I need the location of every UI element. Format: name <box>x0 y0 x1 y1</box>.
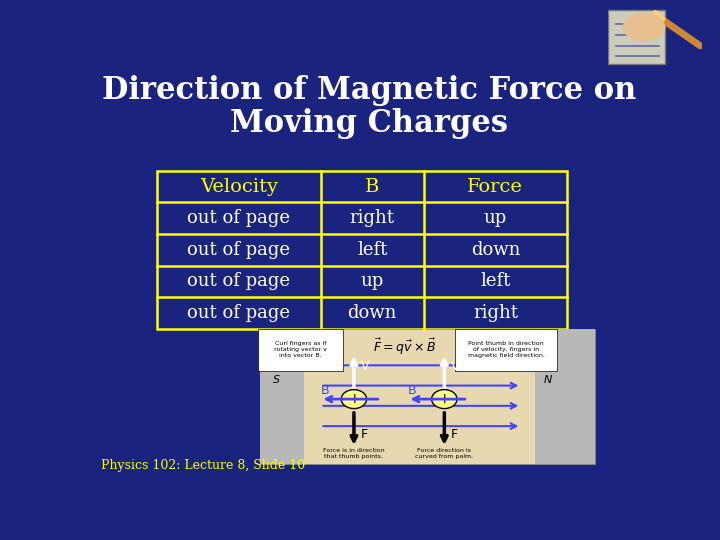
Text: down: down <box>348 304 397 322</box>
Text: right: right <box>350 209 395 227</box>
Circle shape <box>431 390 457 409</box>
Text: Force: Force <box>467 178 523 195</box>
Text: +: + <box>438 392 450 406</box>
Text: Velocity: Velocity <box>200 178 278 195</box>
Text: Point thumb in direction
of velocity, fingers in
magnetic field direction.: Point thumb in direction of velocity, fi… <box>468 341 545 358</box>
Text: B: B <box>321 384 330 397</box>
Bar <box>157 171 567 329</box>
Text: left: left <box>357 241 387 259</box>
Circle shape <box>624 14 665 41</box>
Text: out of page: out of page <box>187 273 290 291</box>
Text: S: S <box>274 375 281 385</box>
Text: Physics 102: Lecture 8, Slide 10: Physics 102: Lecture 8, Slide 10 <box>101 460 305 472</box>
Text: +: + <box>348 392 360 406</box>
Text: F: F <box>451 428 458 441</box>
Text: out of page: out of page <box>187 241 290 259</box>
Text: down: down <box>471 241 520 259</box>
Bar <box>260 329 595 464</box>
Text: V: V <box>361 360 369 373</box>
Text: B: B <box>408 384 417 397</box>
Text: right: right <box>473 304 518 322</box>
Text: left: left <box>480 273 510 291</box>
Text: V: V <box>451 360 459 373</box>
Circle shape <box>341 390 366 409</box>
Polygon shape <box>535 329 595 464</box>
Text: Direction of Magnetic Force on: Direction of Magnetic Force on <box>102 75 636 106</box>
Text: $\vec{F} = q\vec{v} \times \vec{B}$: $\vec{F} = q\vec{v} \times \vec{B}$ <box>373 336 436 356</box>
Text: F: F <box>361 428 368 441</box>
Text: Force direction is
curved from palm.: Force direction is curved from palm. <box>415 448 473 458</box>
Text: B: B <box>365 178 379 195</box>
FancyBboxPatch shape <box>258 329 343 371</box>
Text: out of page: out of page <box>187 304 290 322</box>
Polygon shape <box>260 329 304 464</box>
Text: up: up <box>484 209 507 227</box>
Text: Moving Charges: Moving Charges <box>230 109 508 139</box>
FancyBboxPatch shape <box>608 10 665 64</box>
Text: N: N <box>544 375 552 385</box>
Text: Force is in direction
that thumb points.: Force is in direction that thumb points. <box>323 448 384 458</box>
Text: out of page: out of page <box>187 209 290 227</box>
Text: Curl fingers as if
rotating vector v
into vector B.: Curl fingers as if rotating vector v int… <box>274 341 327 358</box>
FancyBboxPatch shape <box>456 329 557 371</box>
Text: up: up <box>361 273 384 291</box>
